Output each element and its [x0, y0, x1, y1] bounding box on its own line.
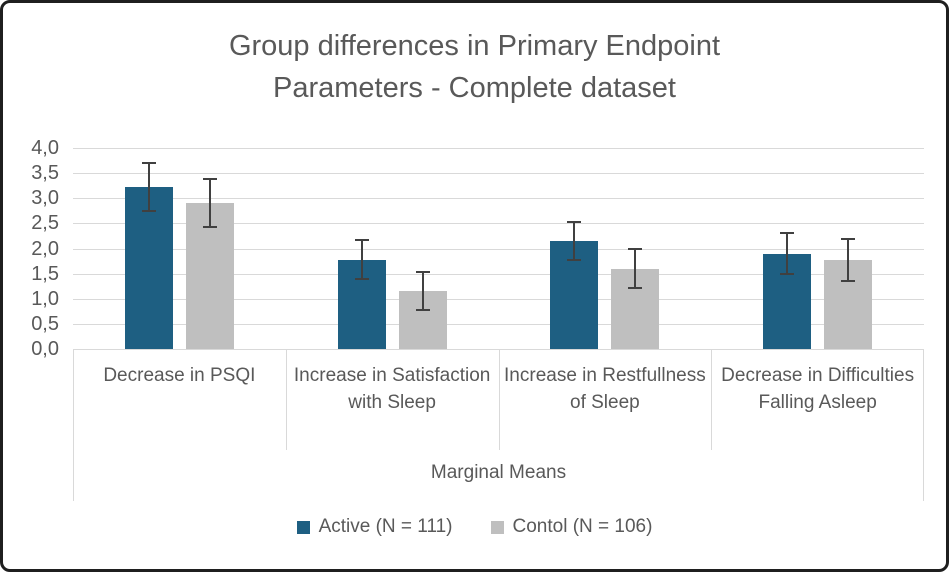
category-axis: Marginal Means Decrease in PSQI Increase …: [73, 349, 924, 502]
gridline: [73, 198, 924, 200]
error-bar: [847, 239, 850, 281]
gridline: [73, 173, 924, 175]
error-bar-cap: [841, 238, 856, 241]
gridline: [73, 148, 924, 149]
chart-title: Group differences in Primary Endpoint Pa…: [3, 25, 946, 109]
gridline: [73, 298, 924, 300]
y-axis: 4,0 3,5 3,0 2,5 2,0 1,5 1,0 0,5 0,0: [3, 137, 59, 360]
gridline: [73, 223, 924, 225]
error-bar-cap: [354, 277, 369, 280]
y-tick-label: 3,5: [31, 162, 59, 185]
error-bar: [421, 271, 424, 310]
error-bar-cap: [567, 221, 582, 224]
error-bar-cap: [628, 248, 643, 250]
error-bar-cap: [141, 210, 156, 213]
category-label: Increase in Restfullness of Sleep: [504, 365, 706, 413]
legend: Active (N = 111) Contol (N = 106): [3, 516, 946, 538]
bar-active-0: [124, 187, 173, 349]
category-label: Decrease in PSQI: [103, 365, 256, 386]
y-tick-label: 0,5: [31, 312, 59, 335]
error-bar-cap: [628, 287, 643, 290]
category-separator: [73, 350, 74, 501]
gridline: [73, 248, 924, 250]
gridline: [73, 273, 924, 275]
legend-swatch-control: [490, 520, 504, 534]
chart-title-line-1: Group differences in Primary Endpoint: [228, 30, 721, 62]
legend-swatch-active: [296, 520, 310, 534]
error-bar: [634, 249, 637, 289]
y-tick-label: 2,5: [31, 212, 59, 235]
legend-label-control: Contol (N = 106): [512, 516, 653, 537]
legend-label-active: Active (N = 111): [318, 516, 453, 537]
error-bar: [208, 179, 211, 228]
error-bar-cap: [415, 270, 430, 273]
plot-area: [73, 148, 924, 349]
y-tick-label: 2,0: [31, 237, 59, 260]
y-tick-label: 4,0: [31, 137, 59, 159]
error-bar-cap: [567, 258, 582, 261]
y-tick-label: 3,0: [31, 187, 59, 210]
category-separator: [285, 350, 287, 450]
error-bar: [360, 240, 363, 279]
axis-group-label: Marginal Means: [430, 462, 567, 483]
category-separator: [923, 350, 924, 501]
y-tick-label: 1,0: [31, 287, 59, 310]
category-label: Decrease in Difficulties Falling Asleep: [721, 365, 915, 413]
error-bar: [573, 222, 576, 260]
category-separator: [498, 350, 500, 450]
gridline: [73, 323, 924, 325]
category-separator: [711, 350, 713, 450]
category-label: Increase in Satisfaction with Sleep: [293, 365, 491, 413]
legend-item-control: Contol (N = 106): [490, 516, 653, 538]
legend-item-active: Active (N = 111): [296, 516, 453, 538]
error-bar-cap: [202, 178, 217, 181]
y-tick-label: 1,5: [31, 262, 59, 285]
y-tick-label: 0,0: [31, 338, 59, 360]
error-bar: [786, 232, 789, 275]
error-bar-cap: [354, 239, 369, 242]
error-bar-cap: [841, 279, 856, 282]
error-bar-cap: [780, 273, 795, 276]
error-bar-cap: [415, 308, 430, 311]
chart-title-line-2: Parameters - Complete dataset: [273, 72, 676, 104]
error-bar-cap: [141, 162, 156, 165]
error-bar-cap: [780, 231, 795, 234]
error-bar-cap: [202, 226, 217, 229]
error-bar: [147, 163, 150, 212]
